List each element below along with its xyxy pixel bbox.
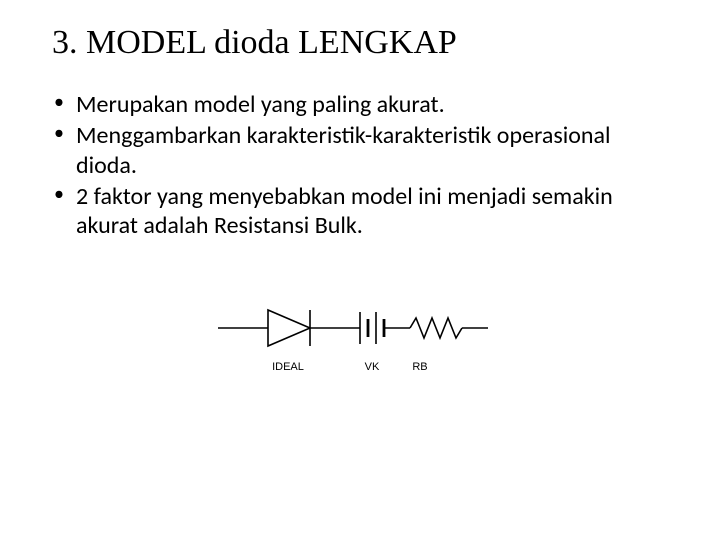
bullet-item: Merupakan model yang paling akurat. [48,90,664,119]
diode-model-diagram: IDEAL VK RB [210,298,510,388]
bullet-list: Merupakan model yang paling akurat. Meng… [46,90,674,240]
resistor-icon [410,318,462,338]
diode-triangle-icon [268,310,310,346]
label-ideal: IDEAL [272,361,304,373]
label-rb: RB [412,361,427,373]
slide: 3. MODEL dioda LENGKAP Merupakan model y… [0,0,720,540]
label-vk: VK [365,361,380,373]
slide-title: 3. MODEL dioda LENGKAP [52,24,674,62]
bullet-item: Menggambarkan karakteristik-karakteristi… [48,121,664,180]
bullet-item: 2 faktor yang menyebabkan model ini menj… [48,182,664,241]
diagram-container: IDEAL VK RB [46,298,674,388]
